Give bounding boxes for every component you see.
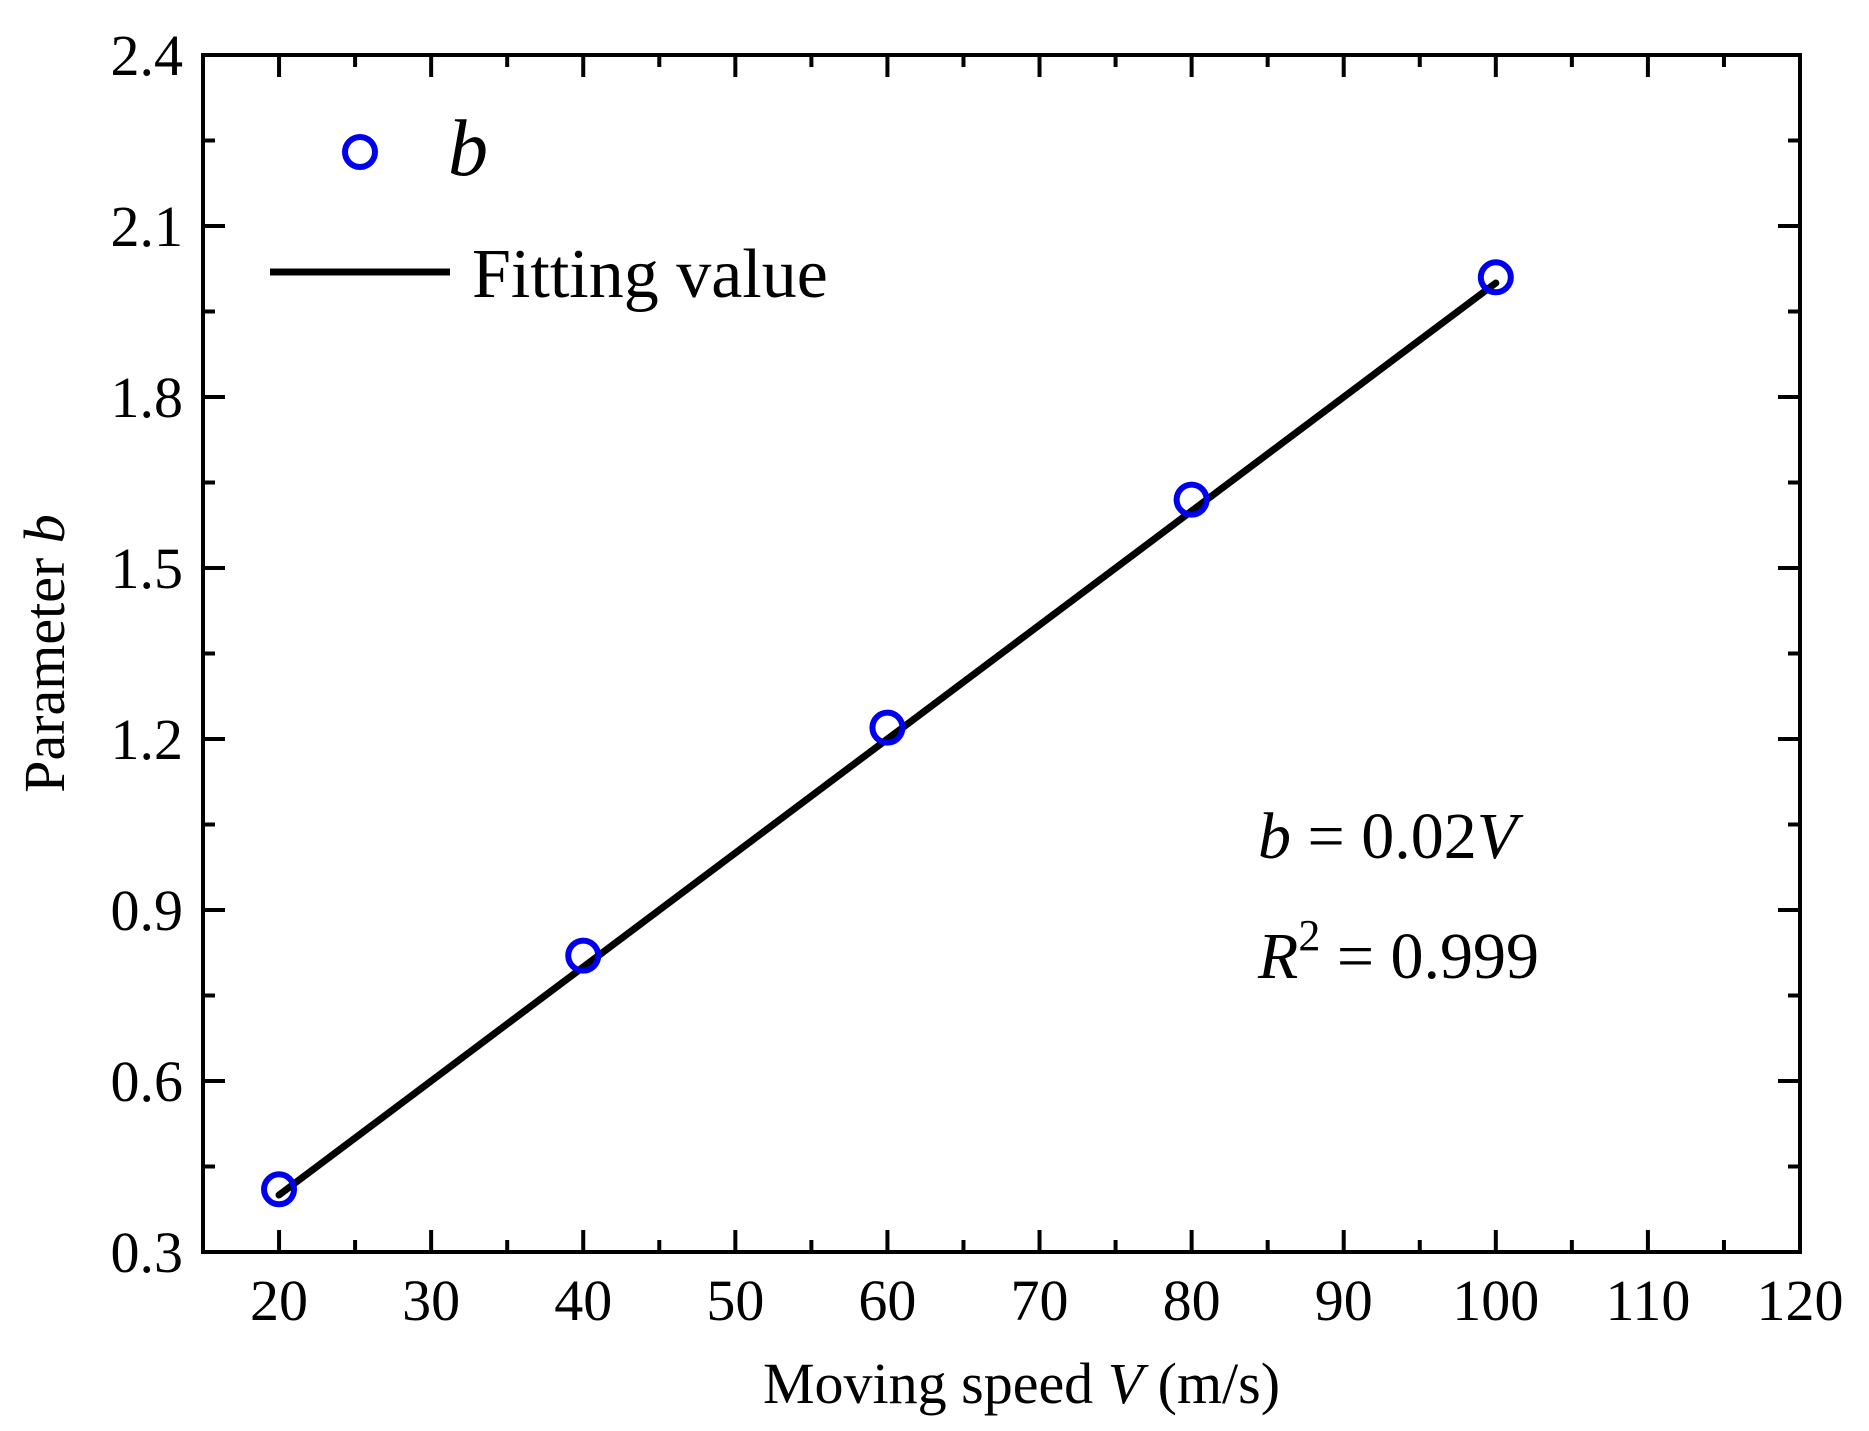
x-tick-label: 120 xyxy=(1757,1268,1844,1333)
y-tick-label: 0.6 xyxy=(111,1049,184,1114)
r-symbol: R xyxy=(1257,920,1298,993)
y-tick-label: 1.2 xyxy=(111,707,184,772)
lines-layer xyxy=(275,279,1500,1199)
x-tick-label: 20 xyxy=(250,1268,308,1333)
data-point xyxy=(261,1171,298,1208)
fitting-line xyxy=(275,279,1500,1199)
ticks-layer: 20 30 40 50 60 70 80 90 100 110 120 0.3 0.6 0.9 1.2 1.5… xyxy=(111,23,1844,1333)
equation-variable: V xyxy=(1477,800,1524,873)
y-tick-label: 2.1 xyxy=(111,194,184,259)
y-tick-label: 1.5 xyxy=(111,536,184,601)
equation-lhs: b xyxy=(1258,800,1291,873)
r-squared-value: = 0.999 xyxy=(1320,920,1539,993)
points-layer xyxy=(261,259,1514,1208)
y-tick-label: 0.9 xyxy=(111,878,184,943)
y-tick-label: 0.3 xyxy=(111,1220,184,1285)
equation-annotation: b = 0.02V xyxy=(1258,800,1524,873)
x-tick-label: 110 xyxy=(1605,1268,1690,1333)
x-axis-title-prefix: Moving speed xyxy=(763,1351,1108,1416)
equation-coefficient: = 0.02 xyxy=(1291,800,1477,873)
y-axis-title-prefix: Parameter xyxy=(12,543,77,793)
r-squared-annotation: R2 = 0.999 xyxy=(1257,911,1539,993)
x-tick-label: 90 xyxy=(1315,1268,1373,1333)
data-point xyxy=(1173,481,1210,518)
legend-line-label: Fitting value xyxy=(472,236,828,313)
y-axis-title-variable: b xyxy=(12,514,77,543)
legend-scatter-marker xyxy=(342,134,378,170)
y-tick-label: 1.8 xyxy=(111,365,184,430)
x-tick-label: 70 xyxy=(1011,1268,1069,1333)
legend-scatter-label: b xyxy=(448,105,488,193)
x-tick-label: 80 xyxy=(1163,1268,1221,1333)
x-tick-label: 60 xyxy=(858,1268,916,1333)
data-point xyxy=(869,709,906,746)
legend: b Fitting value xyxy=(270,105,828,313)
data-point xyxy=(1477,259,1514,296)
y-tick-label: 2.4 xyxy=(111,23,184,88)
x-tick-label: 30 xyxy=(402,1268,460,1333)
plot-frame xyxy=(201,53,1802,1254)
x-axis-title-suffix: (m/s) xyxy=(1143,1351,1280,1416)
r-exponent: 2 xyxy=(1298,911,1320,960)
x-tick-label: 50 xyxy=(706,1268,764,1333)
x-tick-label: 40 xyxy=(554,1268,612,1333)
x-tick-label: 100 xyxy=(1452,1268,1539,1333)
y-axis-title: Parameter b xyxy=(12,514,77,793)
x-axis-title: Moving speed V (m/s) xyxy=(763,1351,1280,1416)
data-point xyxy=(565,937,602,974)
x-axis-title-variable: V xyxy=(1108,1351,1150,1416)
